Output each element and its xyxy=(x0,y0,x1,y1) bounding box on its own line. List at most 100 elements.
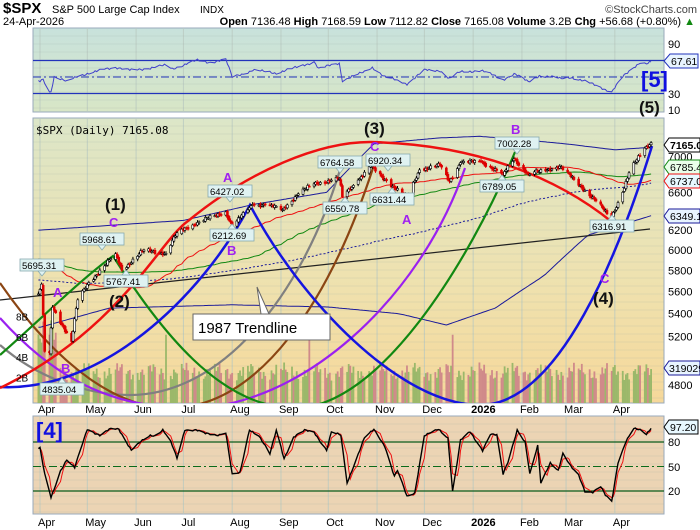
volume-bar xyxy=(550,376,553,403)
price-candle xyxy=(500,169,503,174)
price-candle xyxy=(615,207,618,211)
price-candle xyxy=(191,224,195,230)
price-candle xyxy=(339,179,343,186)
volume-bar xyxy=(373,365,375,403)
volume-bar xyxy=(546,371,549,403)
price-label-pointer xyxy=(335,167,345,174)
price-candle xyxy=(196,222,199,226)
volume-bar xyxy=(469,376,471,403)
price-candle xyxy=(648,144,651,148)
date-axis-top: Apr May Jun Jul Aug Sep Oct Nov Dec 2026 Feb Mar Apr xyxy=(38,404,630,416)
price-candle xyxy=(295,195,299,198)
price-candle xyxy=(635,159,639,163)
volume-bar xyxy=(94,373,97,403)
volume-bar xyxy=(584,374,586,403)
chg-value: +56.68 (+0.80%) xyxy=(599,16,681,28)
quote-line: Open 7136.48 High 7168.59 Low 7112.82 Cl… xyxy=(220,16,695,28)
volume-bar xyxy=(580,363,583,403)
volume-bar xyxy=(313,371,315,403)
price-candle xyxy=(226,210,229,218)
price-candle xyxy=(462,161,465,163)
volume-bar xyxy=(341,366,344,403)
price-candle xyxy=(445,167,448,176)
price-candle xyxy=(172,236,176,242)
volume-bar xyxy=(184,370,186,403)
price-candle xyxy=(382,175,385,181)
price-candle xyxy=(51,307,54,329)
price-panel: $SPX (Daily) 7165.08 1987 Trendline 5695… xyxy=(0,67,700,416)
volume-bar xyxy=(396,377,399,403)
volume-bar xyxy=(39,338,41,403)
volume-bar xyxy=(306,371,309,403)
volume-bar xyxy=(643,371,646,403)
volume-bar xyxy=(98,377,101,403)
x-tick-label: Nov xyxy=(375,404,395,416)
volume-bar xyxy=(610,370,613,403)
volume-bar xyxy=(560,371,563,403)
volume-bar xyxy=(595,378,597,403)
volume-bar xyxy=(339,368,342,403)
x-tick-label: Oct xyxy=(326,404,343,416)
price-tick-label: 6200 xyxy=(668,225,692,237)
volume-bar xyxy=(450,365,452,403)
volume-bars xyxy=(37,320,652,403)
volume-bar xyxy=(361,375,364,403)
volume-bar xyxy=(478,362,481,403)
wave-b-label: B xyxy=(227,243,236,258)
price-label-pointer xyxy=(340,196,350,203)
x-tick-label: Apr xyxy=(38,404,55,416)
price-candle xyxy=(337,178,341,180)
volume-bar xyxy=(305,375,308,403)
copyright[interactable]: ©StockCharts.com xyxy=(605,4,697,16)
price-candle xyxy=(602,207,606,211)
price-label-text: 6631.44 xyxy=(372,195,406,206)
chart-header: $SPX S&P 500 Large Cap Index INDX ©Stock… xyxy=(3,0,697,28)
price-candles xyxy=(37,141,653,356)
volume-bar xyxy=(516,365,519,403)
price-candle xyxy=(241,212,245,217)
stochastic-grid xyxy=(33,416,664,514)
volume-bar xyxy=(48,334,51,403)
price-candle xyxy=(539,169,543,173)
price-candle xyxy=(352,185,355,188)
volume-bar xyxy=(489,375,492,403)
x-tick-label: 2026 xyxy=(471,404,495,416)
price-candle xyxy=(438,163,442,166)
volume-bar xyxy=(328,372,331,403)
price-candle xyxy=(334,176,338,182)
volume-bar xyxy=(645,364,648,403)
volume-tick-label: 2B xyxy=(16,374,29,385)
price-candle xyxy=(219,214,223,216)
price-label-text: 5695.31 xyxy=(22,261,56,272)
price-candle xyxy=(125,267,128,270)
volume-bar xyxy=(253,373,256,403)
x-tick-label: May xyxy=(85,404,106,416)
price-candle xyxy=(649,142,653,146)
volume-bar xyxy=(462,371,465,403)
cycle-arc-green xyxy=(0,151,517,403)
volume-bar xyxy=(152,364,155,403)
volume-last-value: 3190299 xyxy=(669,363,700,375)
price-tick-label: 4800 xyxy=(668,380,692,392)
volume-bar xyxy=(434,372,437,403)
price-candle xyxy=(274,206,278,208)
cycle-arcs xyxy=(0,140,654,403)
volume-bar xyxy=(275,364,278,403)
x-tick-label: Nov xyxy=(375,517,395,529)
volume-bar xyxy=(87,363,90,403)
price-label-pointer xyxy=(383,165,393,172)
volume-bar xyxy=(612,367,615,403)
cycle-arc-blue xyxy=(0,145,654,403)
stoch-last-value: 97.20 xyxy=(670,422,696,434)
price-tick-label: 5400 xyxy=(668,309,692,321)
volume-bar xyxy=(484,373,487,403)
volume-bar xyxy=(384,371,386,403)
volume-bar xyxy=(294,376,297,403)
price-label-text: 5968.61 xyxy=(82,235,116,246)
price-label: 5968.61 xyxy=(79,232,125,251)
volume-bar xyxy=(613,365,616,403)
price-candle xyxy=(440,165,443,168)
price-candle xyxy=(37,293,40,296)
price-candle xyxy=(459,162,462,165)
price-candle xyxy=(561,166,565,170)
